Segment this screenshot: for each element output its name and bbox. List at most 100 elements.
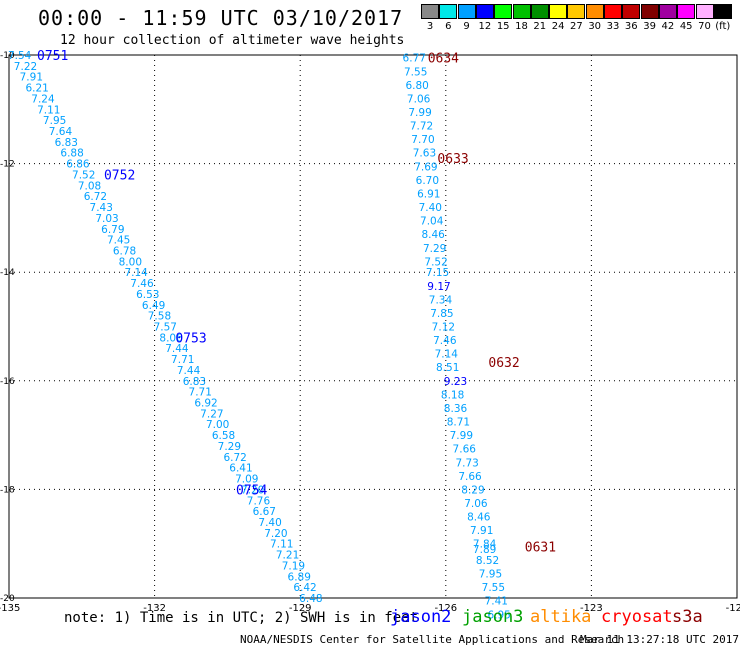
legend-bin-label: 18 (515, 21, 528, 32)
swh-value-label: 6.86 (66, 159, 90, 171)
swh-value-label: 6.83 (55, 137, 78, 149)
swh-value-label: 6.72 (84, 191, 107, 203)
swh-value-label: 6.92 (194, 398, 217, 410)
swh-value-label: 7.41 (485, 596, 508, 608)
swh-value-label: 7.21 (276, 550, 299, 562)
swh-value-label: 8.29 (461, 484, 484, 496)
legend-bin-label: 39 (643, 21, 656, 32)
swh-value-label: 6.53 (136, 289, 159, 301)
swh-value-label: 7.22 (14, 61, 37, 73)
lat-tick-label: -16 (0, 377, 15, 387)
swh-value-label: 8.06 (159, 332, 183, 344)
swh-value-label: 7.76 (247, 495, 271, 507)
lat-tick-label: -10 (0, 51, 15, 61)
swh-value-label: 6.95 (487, 609, 510, 621)
swh-value-label: 7.11 (37, 104, 60, 116)
pass-time-label: 0633 (437, 152, 468, 167)
legend-bin (713, 4, 732, 19)
swh-value-label: 7.95 (479, 569, 502, 581)
swh-value-label: 7.91 (470, 525, 493, 537)
legend-bin-label: 33 (606, 21, 620, 32)
lon-tick-label: -129 (289, 603, 312, 614)
mission-cryosat: cryosat (601, 607, 673, 627)
swh-value-label: 7.46 (433, 335, 457, 347)
swh-value-label: 8.00 (119, 256, 142, 268)
swh-value-label: 6.41 (229, 463, 252, 475)
swh-value-label: 6.70 (416, 175, 439, 187)
swh-value-label: 6.78 (113, 245, 136, 257)
swh-value-label: 7.85 (430, 308, 453, 320)
legend-bin (494, 4, 513, 19)
legend-bin-label: 3 (426, 21, 434, 32)
legend-bin-label: 9 (463, 21, 470, 32)
legend-bin-label: (ft) (715, 21, 731, 32)
swh-value-label: 8.46 (467, 512, 491, 524)
swh-value-label: 7.55 (404, 66, 427, 78)
legend-bin-label: 42 (661, 21, 675, 32)
legend-bin (549, 4, 568, 19)
swh-value-label: 7.91 (20, 72, 43, 84)
swh-value-label: 7.71 (189, 387, 212, 399)
map-frame (8, 54, 738, 599)
swh-value-label: 7.03 (95, 213, 118, 225)
swh-value-label: 8.36 (444, 403, 468, 415)
swh-value-label: 7.89 (473, 544, 496, 556)
legend-bin (604, 4, 622, 19)
swh-value-label: 7.71 (171, 354, 194, 366)
legend-bin-label: 21 (533, 21, 547, 32)
swh-value-label: 7.84 (473, 539, 497, 551)
swh-value-label: 6.21 (25, 83, 48, 95)
credit-line: NOAA/NESDIS Center for Satellite Applica… (240, 633, 625, 646)
swh-value-label: 7.72 (410, 121, 433, 133)
swh-value-label: 7.40 (258, 517, 281, 529)
swh-value-label: 7.15 (426, 267, 449, 279)
swh-value-label: 6.79 (101, 224, 124, 236)
pass-time-label: 0631 (525, 540, 556, 555)
swh-value-label: 6.77 (403, 53, 426, 65)
swh-value-label: 7.09 (235, 474, 258, 486)
swh-value-label: 6.58 (212, 430, 235, 442)
swh-value-label: 7.14 (124, 267, 148, 279)
units-note: note: 1) Time is in UTC; 2) SWH is in fe… (64, 610, 419, 626)
legend-bin (530, 4, 549, 19)
swh-value-label: 7.29 (218, 441, 241, 453)
legend-bin (439, 4, 458, 19)
swh-value-label: 7.40 (419, 202, 442, 214)
legend-bin (658, 4, 677, 19)
swh-value-label: 6.89 (288, 571, 311, 583)
legend-bin-label: 30 (588, 21, 602, 32)
generated-timestamp: Mar 11 13:27:18 UTC 2017 (580, 633, 739, 646)
swh-value-label: 7.04 (420, 216, 444, 228)
legend-bin-label: 6 (445, 21, 452, 32)
swh-value-label: 7.66 (453, 444, 477, 456)
legend-bin (677, 4, 696, 19)
legend-bin-label: 45 (679, 21, 693, 32)
legend-bin (475, 4, 494, 19)
swh-value-label: 7.24 (31, 93, 55, 105)
swh-value-label: 7.00 (206, 419, 229, 431)
legend-bin (512, 4, 531, 19)
swh-value-label: 7.58 (148, 311, 171, 323)
legend-bin (567, 4, 586, 19)
legend-bin (695, 4, 714, 19)
legend-bin-label: 24 (551, 21, 565, 32)
swh-value-label: 7.63 (413, 148, 436, 160)
swh-value-label: 7.20 (264, 528, 287, 540)
swh-value-label: 7.43 (90, 202, 113, 214)
swh-value-label: 7.64 (49, 126, 73, 138)
swh-value-label: 7.34 (429, 294, 453, 306)
swh-value-label: 7.46 (130, 278, 154, 290)
legend-bin (622, 4, 641, 19)
swh-value-label: 7.73 (455, 457, 478, 469)
swh-value-label: 7.27 (200, 408, 223, 420)
swh-value-label: 7.08 (78, 180, 101, 192)
legend-bin (585, 4, 604, 19)
lon-tick-label: -120 (726, 603, 740, 614)
swh-value-label: 7.69 (414, 161, 437, 173)
swh-value-label: 8.46 (421, 229, 445, 241)
swh-value-label: 8.18 (441, 389, 464, 401)
lon-tick-label: -126 (434, 603, 457, 614)
legend-bin-label: 27 (570, 21, 583, 32)
swh-value-label: 9.23 (444, 376, 467, 388)
